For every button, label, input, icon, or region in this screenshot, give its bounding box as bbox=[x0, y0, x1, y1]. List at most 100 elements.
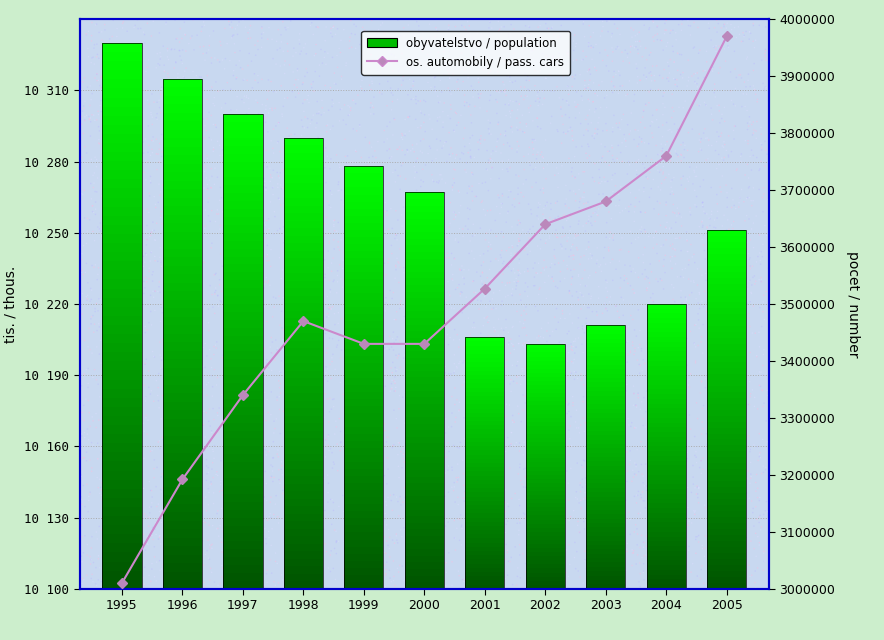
Point bbox=[86, 170, 100, 180]
Point bbox=[739, 228, 753, 238]
Point bbox=[224, 22, 238, 32]
Point bbox=[239, 161, 253, 172]
Point bbox=[135, 44, 149, 54]
Point bbox=[552, 168, 566, 179]
Point bbox=[173, 237, 187, 248]
Point bbox=[310, 22, 324, 32]
Point bbox=[373, 319, 387, 329]
Point bbox=[613, 472, 627, 482]
Point bbox=[523, 411, 537, 421]
Point bbox=[126, 438, 141, 448]
Point bbox=[705, 140, 719, 150]
Point bbox=[138, 321, 152, 332]
Point bbox=[694, 134, 708, 144]
Point bbox=[690, 79, 704, 89]
Point bbox=[240, 75, 255, 85]
Point bbox=[485, 163, 499, 173]
Point bbox=[509, 70, 523, 81]
Point bbox=[243, 193, 257, 204]
Point bbox=[651, 165, 665, 175]
Point bbox=[271, 452, 286, 462]
Point bbox=[222, 334, 236, 344]
Point bbox=[309, 67, 323, 77]
Point bbox=[340, 478, 354, 488]
Point bbox=[227, 38, 241, 49]
Point bbox=[188, 581, 202, 591]
Point bbox=[471, 74, 485, 84]
Point bbox=[594, 452, 608, 463]
Point bbox=[577, 300, 591, 310]
Point bbox=[226, 440, 240, 451]
Point bbox=[728, 100, 743, 111]
Bar bbox=[163, 257, 202, 266]
Point bbox=[301, 157, 316, 167]
Point bbox=[187, 541, 201, 552]
Point bbox=[201, 179, 215, 189]
Point bbox=[338, 428, 352, 438]
Point bbox=[577, 426, 591, 436]
Point bbox=[110, 555, 124, 565]
Point bbox=[114, 456, 128, 467]
Point bbox=[409, 250, 423, 260]
Point bbox=[627, 472, 641, 483]
Point bbox=[736, 89, 751, 99]
Point bbox=[397, 202, 411, 212]
Point bbox=[409, 185, 423, 195]
Point bbox=[383, 344, 397, 355]
Point bbox=[589, 268, 603, 278]
Point bbox=[357, 165, 371, 175]
Point bbox=[356, 522, 370, 532]
Point bbox=[568, 74, 582, 84]
Point bbox=[242, 354, 256, 364]
Point bbox=[646, 289, 660, 299]
Point bbox=[531, 331, 545, 341]
Point bbox=[507, 376, 521, 387]
Point bbox=[214, 249, 228, 259]
Point bbox=[334, 345, 348, 355]
Point bbox=[502, 257, 516, 268]
Point bbox=[245, 491, 259, 501]
Point bbox=[154, 89, 168, 99]
Point bbox=[511, 468, 525, 479]
Bar bbox=[526, 475, 565, 479]
Point bbox=[719, 239, 733, 249]
Point bbox=[230, 161, 244, 172]
Bar bbox=[405, 358, 444, 364]
Point bbox=[716, 502, 730, 512]
Point bbox=[490, 136, 504, 147]
Point bbox=[118, 336, 132, 346]
Point bbox=[424, 357, 438, 367]
Point bbox=[414, 363, 428, 373]
Point bbox=[385, 442, 400, 452]
Point bbox=[600, 277, 614, 287]
Point bbox=[469, 578, 483, 588]
Point bbox=[593, 570, 607, 580]
Point bbox=[73, 70, 88, 81]
Point bbox=[673, 452, 687, 463]
Point bbox=[506, 415, 520, 426]
Point bbox=[577, 265, 591, 275]
Point bbox=[420, 422, 434, 432]
Point bbox=[508, 248, 522, 259]
Point bbox=[327, 221, 341, 232]
Point bbox=[304, 140, 318, 150]
Bar bbox=[586, 369, 626, 374]
Point bbox=[273, 147, 287, 157]
Point bbox=[331, 465, 345, 476]
Point bbox=[407, 520, 421, 531]
Point bbox=[244, 171, 258, 181]
Point bbox=[296, 77, 310, 88]
Point bbox=[329, 29, 343, 40]
Point bbox=[437, 188, 451, 198]
Point bbox=[621, 349, 635, 360]
Point bbox=[719, 56, 733, 67]
Point bbox=[530, 154, 544, 164]
Point bbox=[167, 538, 181, 548]
Point bbox=[215, 286, 229, 296]
Point bbox=[738, 346, 752, 356]
Point bbox=[757, 467, 771, 477]
Point bbox=[395, 532, 409, 542]
Point bbox=[461, 448, 475, 458]
Point bbox=[238, 503, 252, 513]
Point bbox=[501, 192, 515, 202]
